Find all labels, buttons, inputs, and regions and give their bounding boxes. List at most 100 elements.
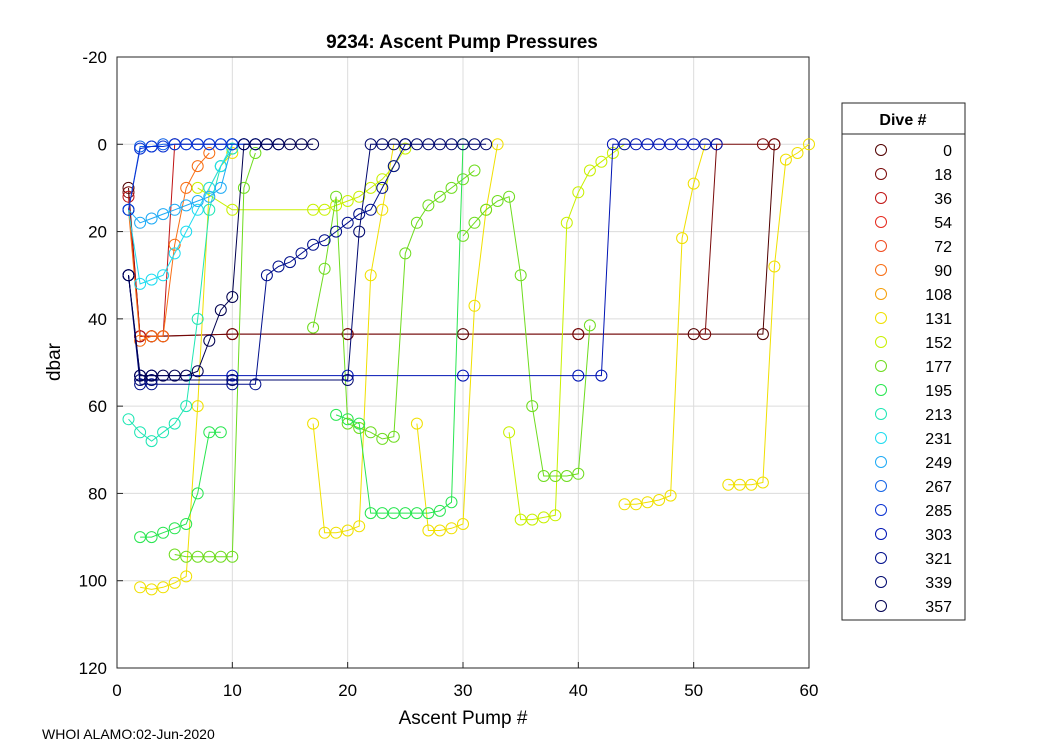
data-point — [560, 216, 573, 229]
series-dive-131 — [722, 138, 815, 491]
data-point — [341, 195, 354, 207]
data-point — [191, 312, 204, 325]
legend-marker — [875, 288, 887, 300]
data-point — [330, 190, 343, 203]
data-point — [537, 470, 550, 482]
data-point — [364, 426, 377, 439]
data-point — [468, 138, 481, 151]
data-point — [710, 138, 723, 151]
data-point — [307, 321, 320, 334]
data-point — [157, 269, 170, 282]
data-point — [491, 195, 504, 207]
data-point — [191, 195, 204, 207]
data-point — [330, 526, 343, 539]
legend-marker — [875, 480, 887, 492]
data-point — [168, 548, 181, 561]
data-point — [168, 576, 181, 589]
data-point — [203, 190, 216, 203]
legend-entry: 36 — [875, 191, 952, 208]
data-point — [134, 426, 147, 439]
legend-label: 267 — [925, 479, 952, 496]
series-line — [128, 144, 233, 224]
data-point — [457, 229, 469, 242]
data-point — [341, 524, 354, 537]
data-point — [480, 138, 493, 151]
x-tick-label: 30 — [454, 681, 473, 700]
data-point — [168, 247, 181, 260]
data-point — [295, 247, 308, 260]
legend-marker — [875, 408, 887, 420]
legend-marker — [875, 456, 887, 468]
data-point — [226, 550, 239, 563]
series-dive-131 — [307, 138, 400, 539]
data-point — [549, 509, 562, 522]
data-point — [249, 378, 262, 391]
y-tick-label: 60 — [88, 397, 107, 416]
legend-label: 303 — [925, 527, 952, 544]
data-point — [353, 190, 366, 203]
data-point — [214, 426, 227, 439]
data-point — [364, 138, 377, 151]
data-point — [157, 330, 170, 343]
data-point — [157, 208, 170, 221]
data-point — [445, 522, 458, 535]
data-point — [330, 408, 343, 421]
legend-label: 357 — [925, 599, 952, 616]
data-point — [687, 177, 700, 190]
data-point — [330, 225, 343, 238]
y-tick-label: 20 — [88, 223, 107, 242]
data-point — [318, 203, 331, 216]
legend-entry: 18 — [875, 167, 952, 184]
series-dive-357 — [122, 138, 320, 382]
data-point — [445, 496, 458, 509]
data-point — [376, 173, 389, 186]
data-point — [791, 147, 804, 159]
data-point — [226, 142, 239, 155]
data-point — [145, 374, 158, 386]
data-point — [664, 489, 677, 502]
data-point — [641, 138, 654, 151]
legend-entry: 195 — [875, 383, 952, 400]
legend-label: 339 — [925, 575, 952, 592]
legend-entry: 303 — [875, 527, 952, 544]
data-point — [433, 190, 446, 203]
data-point — [445, 181, 458, 194]
series-dive-152 — [191, 142, 412, 216]
legend: Dive # 0 18 36 54 72 90 108 131 152 177 195 213 231 2… — [841, 102, 966, 621]
legend-label: 131 — [925, 311, 952, 328]
data-point — [745, 478, 758, 491]
legend-marker — [875, 384, 887, 396]
data-point — [676, 138, 689, 151]
series-dive-177 — [457, 190, 596, 482]
legend-label: 195 — [925, 383, 952, 400]
data-point — [122, 203, 135, 216]
data-point — [768, 260, 781, 273]
series-line — [508, 143, 625, 521]
series-line — [128, 143, 717, 377]
data-point — [191, 181, 204, 194]
series-group — [122, 138, 815, 596]
series-line — [128, 143, 487, 381]
data-point — [457, 173, 469, 186]
data-point — [134, 334, 147, 347]
legend-marker — [875, 360, 887, 372]
series-dive-303 — [122, 138, 723, 382]
data-point — [237, 181, 250, 194]
legend-marker — [875, 192, 887, 204]
data-point — [260, 138, 273, 151]
data-point — [560, 470, 573, 482]
data-point — [364, 507, 377, 520]
legend-entry: 231 — [875, 431, 952, 448]
legend-marker — [875, 144, 887, 156]
data-point — [376, 181, 389, 194]
data-point — [168, 203, 181, 216]
data-point — [180, 225, 193, 238]
legend-entry: 108 — [875, 287, 952, 304]
x-tick-label: 0 — [112, 681, 121, 700]
data-point — [641, 496, 654, 509]
legend-label: 285 — [925, 503, 952, 520]
series-dive-152 — [503, 138, 631, 526]
data-point — [583, 164, 596, 177]
legend-marker — [875, 576, 887, 588]
